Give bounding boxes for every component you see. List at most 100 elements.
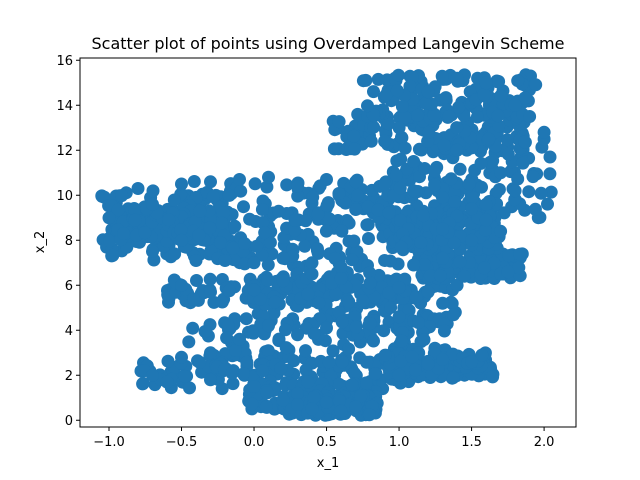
scatter-point — [392, 281, 406, 294]
scatter-point — [334, 404, 348, 418]
y-axis-label: x_2 — [33, 231, 48, 253]
scatter-point — [465, 355, 479, 369]
y-tick-label: 6 — [65, 279, 73, 294]
y-tick-label: 14 — [56, 99, 73, 114]
point-cloud — [95, 68, 558, 422]
x-tick-label: 1.0 — [389, 435, 410, 450]
scatter-point — [363, 317, 377, 330]
scatter-point — [494, 224, 508, 238]
scatter-point — [247, 283, 261, 297]
scatter-point — [305, 267, 319, 281]
scatter-point — [363, 276, 377, 290]
scatter-point — [479, 197, 493, 211]
scatter-point — [276, 393, 290, 407]
scatter-point — [291, 179, 304, 193]
scatter-point — [131, 182, 145, 195]
scatter-point — [204, 175, 217, 189]
x-tick-label: 0.0 — [244, 435, 265, 450]
y-tick-label: 4 — [65, 324, 73, 339]
scatter-point — [392, 121, 406, 135]
y-tick-label: 0 — [65, 414, 73, 429]
scatter-point — [508, 184, 522, 198]
chart-title: Scatter plot of points using Overdamped … — [92, 34, 565, 53]
scatter-point — [414, 236, 428, 249]
scatter-point — [291, 398, 304, 411]
x-tick-label: 0.5 — [316, 435, 337, 450]
data-points — [102, 71, 551, 418]
scatter-point — [421, 357, 435, 371]
scatter-point — [378, 254, 392, 267]
scatter-point — [204, 346, 217, 360]
scatter-point — [436, 222, 450, 236]
scatter-point — [537, 125, 551, 139]
scatter-point — [407, 155, 421, 168]
scatter-point — [160, 375, 174, 389]
scatter-point — [102, 211, 116, 225]
x-tick-label: 2.0 — [534, 435, 555, 450]
x-tick-label: 1.5 — [461, 435, 482, 450]
scatter-point — [320, 395, 333, 409]
y-axis-ticks: 0 2 4 6 8 10 12 14 16 — [56, 54, 80, 429]
scatter-point — [204, 285, 217, 299]
scatter-point — [291, 386, 304, 400]
scatter-point — [204, 373, 217, 387]
scatter-point — [233, 332, 246, 346]
scatter-point — [175, 177, 188, 191]
scatter-point — [247, 256, 261, 270]
scatter-point — [276, 251, 290, 265]
scatter-point — [117, 227, 130, 240]
y-tick-label: 8 — [65, 234, 73, 249]
scatter-point — [276, 274, 290, 288]
scatter-point — [392, 368, 406, 382]
scatter-point — [189, 254, 203, 267]
scatter-point — [508, 98, 522, 112]
x-tick-label: −1.0 — [93, 435, 125, 450]
scatter-point — [218, 254, 232, 267]
plot-frame — [79, 57, 577, 428]
scatter-point — [421, 85, 435, 99]
scatter-point — [349, 175, 363, 189]
scatter-point — [320, 173, 333, 186]
scatter-point — [175, 350, 188, 364]
scatter-point — [479, 76, 493, 90]
scatter-point — [233, 173, 246, 186]
scatter-point — [465, 202, 479, 216]
x-axis-ticks: −1.0 −0.5 0.0 0.5 1.0 1.5 2.0 — [93, 427, 554, 450]
x-axis-label: x_1 — [317, 456, 339, 471]
scatter-point — [262, 170, 275, 184]
x-tick-label: −0.5 — [166, 435, 198, 450]
y-tick-label: 16 — [56, 54, 73, 69]
scatter-point — [501, 265, 515, 279]
scatter-point — [407, 258, 421, 272]
scatter-point — [146, 245, 159, 258]
scatter-point — [247, 380, 261, 393]
scatter-point — [523, 110, 537, 123]
scatter-point — [175, 233, 188, 247]
scatter-point — [392, 310, 406, 324]
scatter-point — [450, 278, 464, 292]
scatter-point — [175, 278, 188, 292]
scatter-point — [349, 400, 363, 414]
scatter-point — [436, 251, 450, 265]
scatter-point — [320, 321, 333, 335]
scatter-point — [378, 134, 392, 148]
scatter-point — [436, 191, 450, 204]
scatter-point — [436, 353, 450, 366]
y-tick-label: 2 — [65, 369, 73, 384]
scatter-point — [334, 272, 348, 285]
scatter-point — [305, 402, 319, 416]
scatter-point — [305, 256, 319, 270]
scatter-point — [378, 177, 392, 191]
scatter-point — [334, 260, 348, 274]
scatter-point — [146, 368, 159, 382]
scatter-point — [465, 233, 479, 247]
scatter-point — [407, 184, 421, 198]
scatter-point — [291, 328, 304, 342]
scatter-point — [450, 143, 464, 157]
scatter-point — [479, 213, 493, 227]
scatter-point — [262, 319, 275, 333]
scatter-point — [436, 296, 450, 310]
scatter-point — [421, 285, 435, 299]
y-tick-label: 10 — [56, 189, 73, 204]
